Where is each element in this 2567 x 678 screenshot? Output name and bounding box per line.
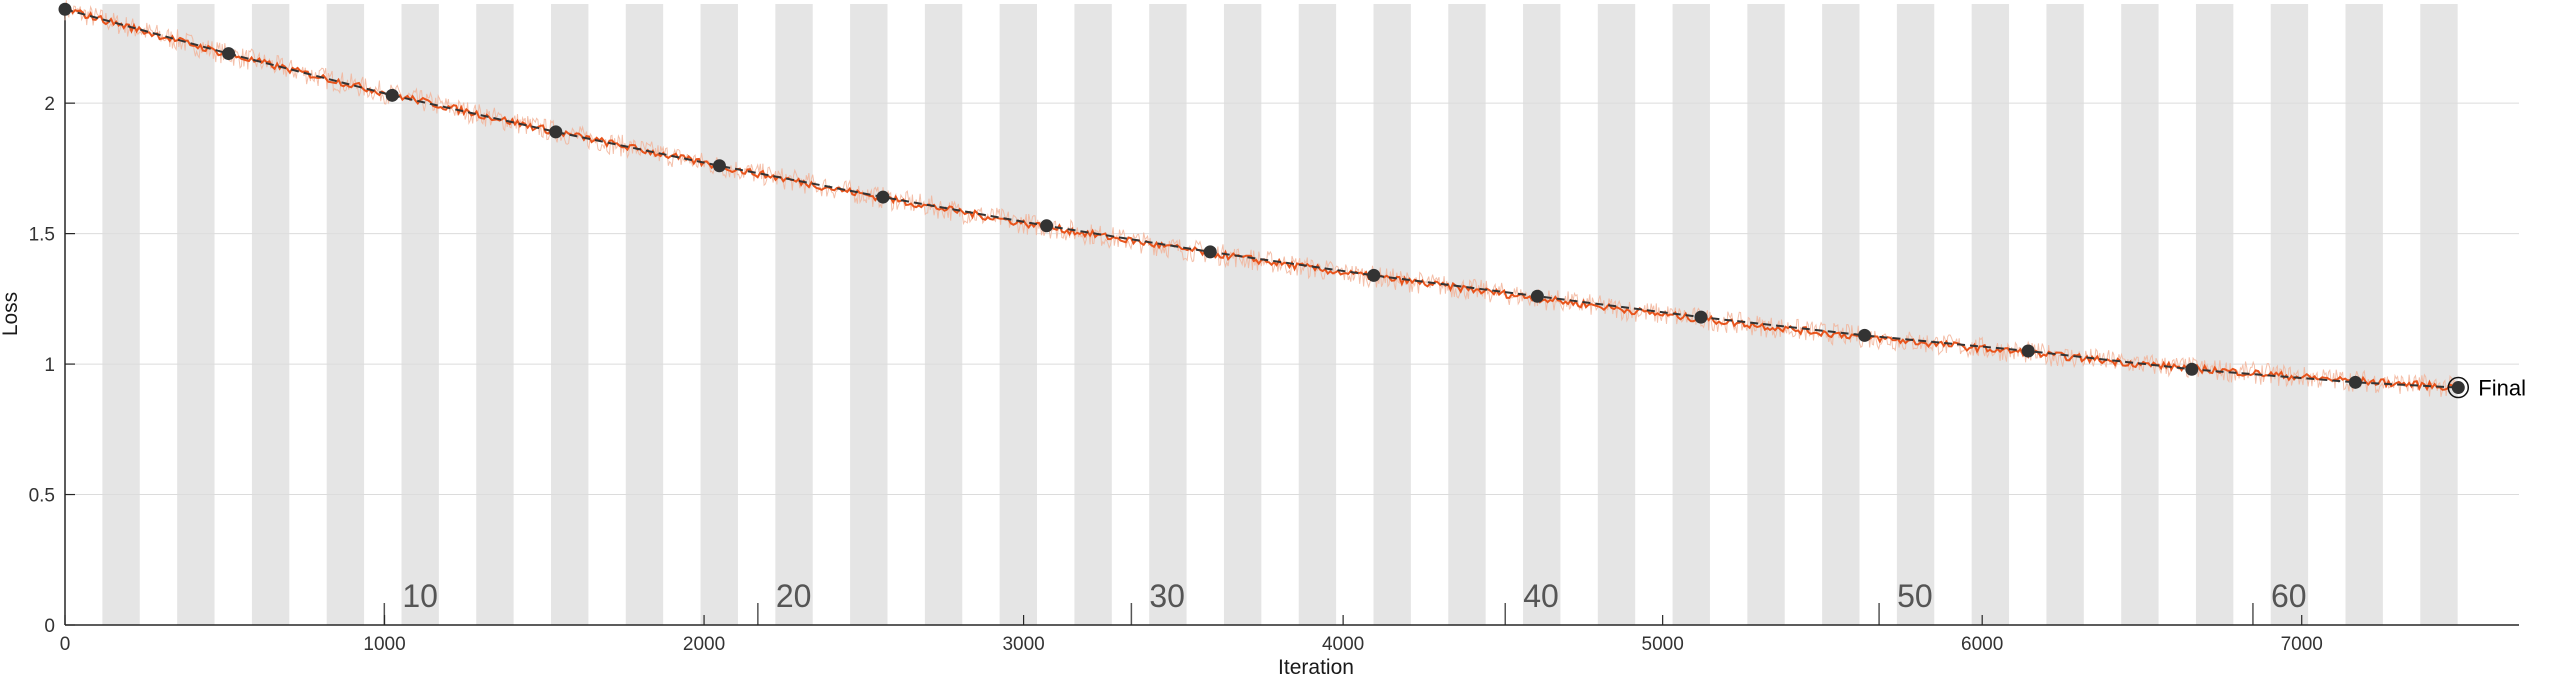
annotations: Final xyxy=(2447,376,2526,401)
epoch-band xyxy=(1822,4,1860,625)
epoch-band xyxy=(476,4,514,625)
epoch-band xyxy=(1373,4,1411,625)
epoch-band xyxy=(1523,4,1561,625)
validation-loss-line xyxy=(64,8,2459,389)
validation-marker xyxy=(1203,245,1217,259)
validation-marker xyxy=(876,190,890,204)
raw-loss-line xyxy=(64,0,2459,397)
epoch-band xyxy=(2345,4,2383,625)
x-tick-label: 7000 xyxy=(2281,634,2323,655)
validation-marker xyxy=(2348,375,2362,389)
epoch-band xyxy=(1149,4,1187,625)
epoch-band xyxy=(775,4,813,625)
epoch-band xyxy=(2420,4,2458,625)
validation-marker xyxy=(385,88,399,102)
validation-marker xyxy=(1040,219,1054,233)
x-tick-label: 4000 xyxy=(1322,634,1364,655)
validation-marker xyxy=(712,159,726,173)
x-axis-label: Iteration xyxy=(1278,656,1354,678)
axes xyxy=(64,4,2519,626)
epoch-band xyxy=(625,4,664,625)
epoch-band xyxy=(1223,4,1262,625)
x-tick-label: 3000 xyxy=(1002,634,1044,655)
epoch-band xyxy=(2195,4,2234,625)
epoch-band xyxy=(551,4,589,625)
x-tick-label: 5000 xyxy=(1642,634,1684,655)
epoch-band xyxy=(102,4,140,625)
validation-marker xyxy=(1858,328,1872,342)
final-marker xyxy=(2451,381,2465,395)
epoch-labels: 10 20 30 40 50 60 xyxy=(383,578,2307,625)
validation-marker xyxy=(1367,268,1381,282)
validation-marker xyxy=(2185,362,2199,376)
x-tick-label: 2000 xyxy=(683,634,725,655)
y-tick-label: 0 xyxy=(44,616,55,637)
axis-ticks: 0 1000 2000 3000 4000 5000 6000 7000 0 0.5 1 1.5 2 xyxy=(29,94,2323,655)
series-lines xyxy=(64,0,2459,397)
validation-marker xyxy=(2021,344,2035,358)
epoch-band xyxy=(700,4,738,625)
epoch-label: 50 xyxy=(1897,578,1933,614)
epoch-bands xyxy=(102,4,2458,625)
epoch-label: 30 xyxy=(1149,578,1185,614)
x-tick-label: 0 xyxy=(60,634,71,655)
epoch-band xyxy=(924,4,963,625)
epoch-label: 60 xyxy=(2271,578,2307,614)
epoch-label: 20 xyxy=(776,578,812,614)
epoch-band xyxy=(1896,4,1935,625)
epoch-band xyxy=(2121,4,2159,625)
epoch-band xyxy=(2046,4,2084,625)
epoch-band xyxy=(326,4,365,625)
y-axis-label: Loss xyxy=(0,292,22,336)
validation-marker xyxy=(1530,289,1544,303)
final-marker-ring xyxy=(2447,376,2470,399)
x-tick-label: 1000 xyxy=(363,634,405,655)
epoch-band xyxy=(1971,4,2010,625)
validation-marker xyxy=(1694,310,1708,324)
validation-marker xyxy=(549,125,563,139)
epoch-band xyxy=(1074,4,1112,625)
y-tick-label: 2 xyxy=(44,94,55,115)
epoch-band xyxy=(1298,4,1337,625)
epoch-band xyxy=(850,4,888,625)
epoch-band xyxy=(177,4,215,625)
validation-marker xyxy=(58,2,72,16)
x-tick-label: 6000 xyxy=(1961,634,2003,655)
epoch-label: 40 xyxy=(1523,578,1559,614)
epoch-band xyxy=(2270,4,2309,625)
y-tick-label: 1.5 xyxy=(29,225,55,246)
y-tick-label: 1 xyxy=(44,355,55,376)
final-annotation: Final xyxy=(2478,376,2526,401)
epoch-band xyxy=(1448,4,1486,625)
epoch-label: 10 xyxy=(402,578,438,614)
y-tick-label: 0.5 xyxy=(29,486,55,507)
epoch-band xyxy=(251,4,290,625)
epoch-band xyxy=(1747,4,1785,625)
epoch-band xyxy=(999,4,1038,625)
grid-lines xyxy=(65,102,2519,496)
validation-marker xyxy=(222,47,236,61)
validation-markers xyxy=(58,2,2362,389)
